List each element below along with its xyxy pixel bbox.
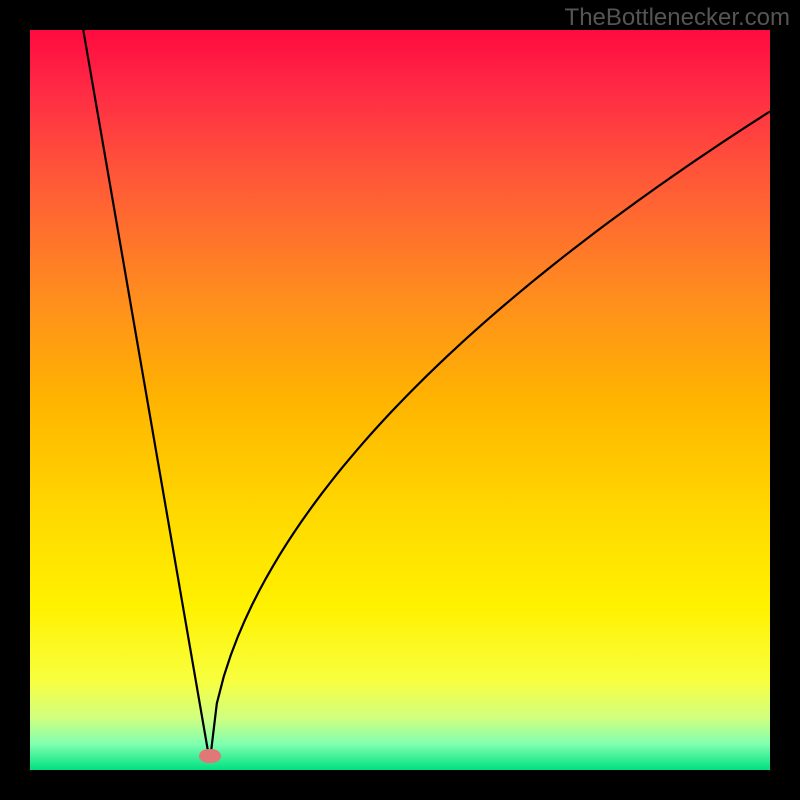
curve-right xyxy=(210,111,770,761)
watermark-text: TheBottlenecker.com xyxy=(565,4,790,32)
cusp-marker xyxy=(199,749,221,762)
chart-container: TheBottlenecker.com xyxy=(0,0,800,800)
curve-left xyxy=(83,30,210,762)
curve-svg xyxy=(30,30,770,770)
plot-area xyxy=(30,30,770,770)
